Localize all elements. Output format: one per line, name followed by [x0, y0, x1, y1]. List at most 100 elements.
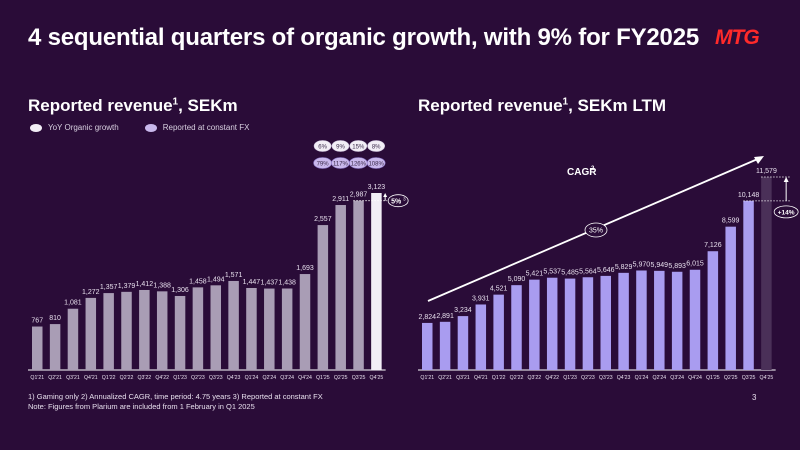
left-bar — [85, 297, 97, 370]
left-bar — [299, 274, 311, 370]
left-data-label: 2,557 — [314, 216, 332, 223]
right-data-label: 6,015 — [686, 261, 704, 268]
left-x-tick-label: Q1'25 — [316, 375, 330, 381]
right-data-label: 5,421 — [526, 271, 544, 278]
right-data-label: 3,234 — [454, 307, 472, 314]
left-bar — [335, 205, 346, 370]
left-bar — [371, 193, 382, 370]
left-x-tick-label: Q3'22 — [138, 375, 152, 381]
footnotes: 1) Gaming only 2) Annualized CAGR, time … — [28, 392, 323, 401]
left-bar — [156, 291, 168, 370]
constant-fx-badge-label: 117% — [333, 162, 349, 168]
left-bar — [192, 287, 204, 370]
right-bar — [457, 316, 469, 370]
right-x-tick-label: Q4'23 — [617, 375, 631, 381]
left-data-label: 1,494 — [207, 276, 225, 283]
right-bar — [564, 278, 576, 370]
legend-label-constant-fx: Reported at constant FX — [162, 123, 250, 132]
right-change-badge-label: +14% — [778, 209, 795, 216]
organic-growth-badge — [313, 140, 332, 152]
left-data-label: 1,437 — [261, 280, 279, 287]
left-x-tick-label: Q1'24 — [245, 375, 259, 381]
right-data-label: 7,126 — [704, 242, 722, 249]
right-data-label: 5,485 — [561, 270, 579, 277]
right-bar — [654, 270, 665, 370]
right-bar — [582, 277, 594, 370]
right-bar — [689, 269, 701, 370]
right-x-tick-label: Q4'25 — [760, 375, 774, 381]
left-data-label: 1,388 — [153, 282, 171, 289]
right-bar — [707, 251, 719, 370]
mtg-logo: MTG — [715, 26, 760, 49]
right-data-label: 5,893 — [668, 263, 686, 270]
left-data-label: 1,357 — [100, 284, 118, 291]
right-x-tick-label: Q3'24 — [670, 375, 684, 381]
page-number: 3 — [752, 393, 757, 402]
cagr-arrow-head-icon — [754, 156, 764, 164]
left-data-label: 3,123 — [368, 184, 386, 191]
right-bar — [422, 322, 433, 370]
right-bar — [671, 271, 683, 370]
right-change-badge — [773, 205, 799, 219]
right-data-label: 5,564 — [579, 268, 597, 275]
organic-growth-badge-label: 15% — [352, 145, 365, 151]
left-data-label: 1,412 — [136, 281, 154, 288]
left-bar — [32, 326, 43, 370]
right-bar — [618, 272, 629, 370]
right-x-tick-label: Q3'23 — [599, 375, 613, 381]
cagr-label: CAGR — [567, 167, 597, 178]
left-bar — [139, 289, 150, 370]
left-x-tick-label: Q4'24 — [298, 375, 312, 381]
right-bar — [761, 177, 772, 370]
left-data-label: 1,693 — [296, 265, 314, 272]
right-data-label: 5,537 — [543, 269, 561, 276]
organic-growth-badge-label: 6% — [318, 145, 327, 151]
right-data-label: 10,148 — [738, 192, 760, 199]
left-bar — [49, 324, 61, 370]
left-data-label: 1,458 — [189, 278, 207, 285]
right-chart-title: Reported revenue1, SEKm LTM — [418, 96, 666, 116]
left-bar — [67, 308, 79, 370]
left-data-label: 1,081 — [64, 300, 82, 307]
right-x-tick-label: Q1'24 — [635, 375, 649, 381]
left-data-label: 1,571 — [225, 272, 243, 279]
organic-growth-badge-label: 9% — [336, 145, 345, 151]
left-x-tick-label: Q4'22 — [155, 375, 169, 381]
constant-fx-badge-label: 126% — [351, 162, 367, 168]
left-bar — [264, 288, 275, 370]
right-x-tick-label: Q2'21 — [438, 375, 452, 381]
right-x-tick-label: Q2'25 — [724, 375, 738, 381]
right-bar — [439, 321, 451, 370]
right-bar — [546, 277, 558, 370]
left-legend: YoY Organic growth Reported at constant … — [30, 123, 267, 132]
cagr-badge — [584, 222, 608, 238]
left-bar — [228, 280, 239, 370]
legend-swatch-organic — [30, 123, 42, 132]
constant-fx-badge-label: 108% — [368, 162, 384, 168]
constant-fx-badge — [366, 157, 386, 169]
left-x-tick-label: Q2'22 — [120, 375, 134, 381]
right-data-label: 5,949 — [651, 262, 669, 269]
cagr-badge-label: 35% — [589, 228, 603, 235]
page-title: 4 sequential quarters of organic growth,… — [28, 24, 700, 51]
right-x-tick-label: Q1'21 — [420, 375, 434, 381]
left-bar — [246, 287, 257, 370]
left-bar — [353, 200, 364, 370]
left-title-text: Reported revenue — [28, 96, 173, 115]
organic-growth-badge — [349, 140, 368, 152]
left-data-label: 1,447 — [243, 279, 261, 286]
right-data-label: 4,521 — [490, 286, 508, 293]
left-x-tick-label: Q2'23 — [191, 375, 205, 381]
left-data-label: 1,306 — [171, 287, 189, 294]
right-data-label: 5,970 — [633, 261, 651, 268]
right-x-tick-label: Q1'22 — [492, 375, 506, 381]
legend-swatch-constant-fx — [144, 123, 157, 132]
right-data-label: 11,579 — [756, 168, 777, 175]
left-bar — [121, 291, 132, 370]
right-bar-chart: 2,824 Q1'21 2,891 Q2'21 3,234 Q3'21 3,931 Q4'21… — [418, 168, 777, 381]
left-x-tick-label: Q1'23 — [173, 375, 187, 381]
right-x-tick-label: Q2'23 — [581, 375, 595, 381]
left-bar — [174, 295, 186, 370]
right-x-tick-label: Q3'21 — [456, 375, 470, 381]
